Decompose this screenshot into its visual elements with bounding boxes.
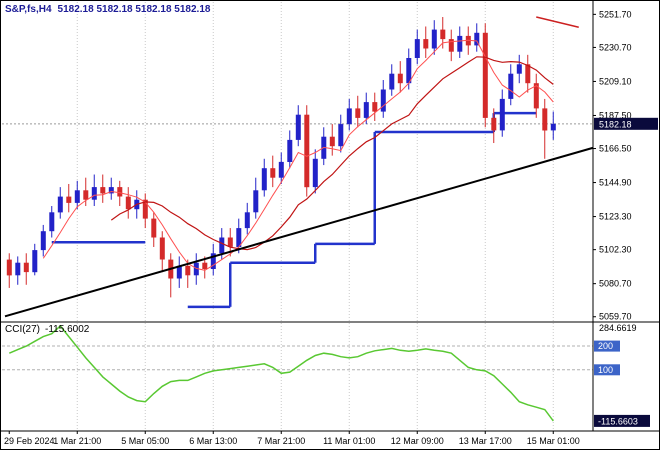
candle-body [355,108,361,118]
candle-body [91,187,97,200]
time-tick-label: 29 Feb 2024 [4,436,55,446]
candle-body [117,187,123,197]
current-price-value: 5182.18 [599,119,632,129]
candle-body [329,136,335,147]
candle-body [49,212,55,232]
cci-max-label: 284.6619 [599,323,637,333]
candle-body [406,58,412,84]
candle-body [159,237,165,260]
candle-body [176,265,182,279]
trendline-main[interactable] [4,146,594,318]
trendline-short[interactable] [536,16,579,28]
candle-body [6,259,12,276]
candle-body [185,265,191,276]
price-tick-label: 5102.30 [599,245,632,255]
candle-body [23,262,29,273]
ma-line [42,39,554,271]
candle-body [151,218,157,238]
candle-body [278,161,284,178]
candle-body [57,196,63,213]
time-tick-label: 5 Mar 05:00 [121,436,169,446]
candle-body [270,168,276,178]
cci-current-box [594,414,650,427]
candle-body [142,199,148,219]
candle-body [440,29,446,40]
candle-body [40,231,46,251]
candle-body [542,108,548,131]
time-tick-label: 6 Mar 13:00 [189,436,237,446]
candle-body [100,187,106,194]
candle-body [295,114,301,140]
candle-body [83,190,89,200]
ma-line [110,56,554,251]
price-tick-label: 5187.50 [599,110,632,120]
candle-body [202,262,208,269]
candle-body [491,117,497,131]
current-price-box [594,117,658,130]
candle-body [363,102,369,118]
candle-body [499,98,505,131]
candle-body [244,212,250,229]
candle-body [125,196,131,210]
candle-body [15,262,21,276]
candle-body [380,89,386,112]
cci-level-box [594,364,620,376]
candle-body [533,83,539,109]
time-tick-label: 7 Mar 21:00 [257,436,305,446]
candle-body [431,29,437,49]
candle-body [66,196,72,203]
candle-body [287,139,293,162]
time-tick-label: 11 Mar 01:00 [323,436,375,446]
candle-body [338,124,344,147]
candle-body [525,64,531,84]
price-tick-label: 5209.10 [599,76,632,86]
candle-body [32,250,38,273]
price-tick-label: 5080.70 [599,279,632,289]
candle-body [414,39,420,58]
candle-body [389,73,395,90]
price-tick-label: 5059.70 [599,312,632,322]
time-tick-label: 1 Mar 21:00 [53,436,101,446]
candle-body [474,32,480,46]
time-tick-label: 15 Mar 01:00 [527,436,580,446]
cci-level-box [594,340,620,352]
candle-body [236,228,242,247]
candle-body [74,190,80,203]
price-tick-label: 5144.90 [599,178,632,188]
candle-body [108,187,114,194]
time-tick-label: 12 Mar 09:00 [391,436,444,446]
price-tick-label: 5166.50 [599,144,632,154]
cci-current-value: -115.6603 [598,416,638,426]
candle-body [261,168,267,191]
candle-body [304,114,310,188]
candle-body [372,102,378,112]
candle-body [448,39,454,52]
candle-body [253,190,259,213]
price-tick-label: 5251.70 [599,9,632,19]
price-tick-label: 5230.70 [599,42,632,52]
candle-body [508,73,514,99]
candle-body [346,108,352,125]
cci-line [9,324,554,422]
candle-body [227,237,233,247]
candle-body [210,253,216,269]
candle-body [193,262,199,276]
candle-body [550,123,556,131]
candle-body [397,73,403,84]
cci-level-value: 100 [598,365,613,375]
candle-body [516,64,522,74]
candle-body [482,32,488,118]
candle-body [312,158,318,188]
cci-level-value: 200 [598,341,613,351]
candle-body [457,35,463,52]
price-tick-label: 5123.30 [599,212,632,222]
candle-body [219,237,225,254]
time-tick-label: 13 Mar 17:00 [459,436,512,446]
candle-body [423,39,429,49]
